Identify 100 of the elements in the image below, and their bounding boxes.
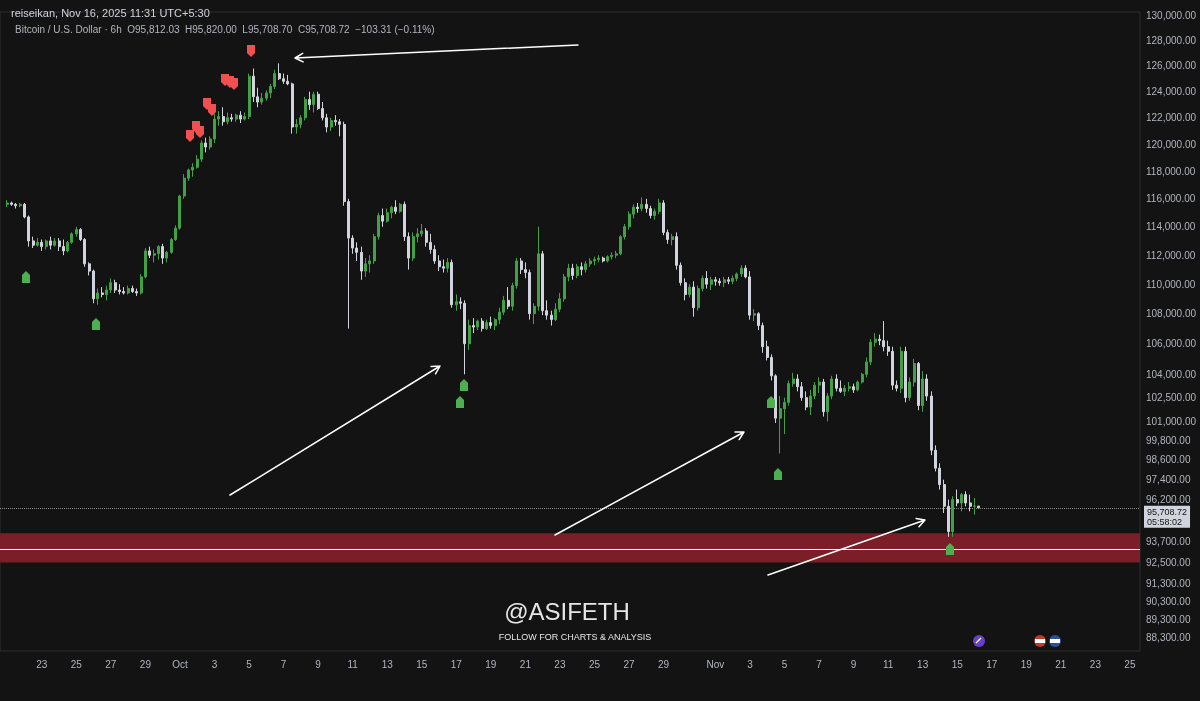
x-tick-label: 11 (347, 658, 359, 670)
candlestick (964, 490, 967, 507)
y-tick-label: 93,700.00 (1146, 536, 1191, 548)
y-tick-label: 122,000.00 (1146, 112, 1197, 124)
candlestick (161, 243, 164, 265)
candlestick (278, 62, 281, 81)
candlestick (481, 317, 484, 333)
x-tick-label: 17 (986, 658, 998, 670)
chart-title: reiseikan, Nov 16, 2025 11:31 UTC+5:30 (11, 6, 210, 19)
x-tick-label: Oct (172, 658, 188, 670)
candlestick (118, 283, 121, 295)
annotation: FOLLOW FOR CHARTS & ANALYSIS (498, 632, 652, 642)
candlestick (852, 383, 855, 394)
candlestick (602, 256, 605, 263)
candlestick (127, 285, 130, 295)
y-tick-label: 92,500.00 (1146, 557, 1191, 569)
candlestick (692, 280, 695, 318)
x-tick-label: 27 (623, 658, 636, 670)
y-tick-label: 98,600.00 (1146, 454, 1191, 466)
candlestick (412, 231, 415, 262)
y-tick-label: 102,500.00 (1146, 392, 1197, 404)
x-tick-label: 7 (280, 658, 287, 670)
y-tick-label: 97,400.00 (1146, 474, 1191, 486)
y-tick-label: 89,300.00 (1146, 613, 1191, 625)
y-tick-label: 120,000.00 (1146, 138, 1197, 150)
candlestick (442, 259, 445, 274)
x-tick-label: 13 (917, 658, 929, 670)
y-tick-label: 110,000.00 (1146, 278, 1196, 290)
candlestick (165, 250, 168, 263)
candlestick (735, 272, 738, 282)
x-tick-label: 5 (781, 658, 788, 670)
candlestick (688, 283, 691, 298)
x-tick-label: 3 (211, 658, 218, 670)
candlestick (507, 286, 510, 310)
candlestick (805, 390, 808, 411)
candlestick (921, 370, 924, 413)
candlestick (191, 162, 194, 178)
candlestick (157, 244, 160, 261)
y-tick-label: 124,000.00 (1146, 86, 1197, 98)
candlestick (913, 358, 916, 388)
candlestick (723, 276, 726, 288)
candlestick (235, 113, 238, 123)
candlestick (856, 379, 859, 392)
candlestick (653, 208, 656, 221)
x-tick-label: 3 (747, 658, 754, 670)
x-tick-label: 5 (246, 658, 253, 670)
candlestick (671, 233, 674, 246)
candlestick (636, 202, 639, 214)
candlestick (900, 346, 903, 394)
x-tick-label: 23 (554, 658, 566, 670)
candlestick (330, 117, 333, 132)
candlestick (584, 260, 587, 274)
candlestick (917, 361, 920, 411)
candlestick (951, 495, 954, 538)
candlestick (420, 223, 423, 238)
candlestick (14, 202, 17, 210)
candlestick (338, 118, 341, 137)
candlestick (390, 205, 393, 219)
candlestick (248, 73, 251, 120)
candlestick (394, 199, 397, 215)
candlestick (239, 110, 242, 124)
candlestick (714, 276, 717, 287)
candlestick (49, 236, 52, 250)
candlestick (731, 274, 734, 285)
candlestick (925, 373, 928, 402)
candlestick (243, 112, 246, 121)
y-tick-label: 108,000.00 (1146, 308, 1197, 320)
y-tick-label: 88,300.00 (1146, 631, 1191, 643)
candlestick (368, 254, 371, 274)
x-tick-label: 21 (1055, 658, 1067, 670)
candlestick (904, 346, 907, 403)
candlestick (476, 319, 479, 331)
y-tick-label: 114,000.00 (1146, 221, 1196, 233)
y-tick-label: 104,000.00 (1146, 368, 1197, 380)
x-tick-label: 23 (36, 658, 48, 670)
y-tick-label: 99,800.00 (1146, 435, 1191, 447)
candlestick (438, 254, 441, 272)
candlestick (489, 316, 492, 330)
x-tick-label: 29 (658, 658, 670, 670)
candlestick (222, 106, 225, 127)
candlestick (843, 384, 846, 397)
candlestick (520, 257, 523, 275)
candlestick (399, 202, 402, 214)
ref-line-label: 95,708.72 (1147, 506, 1188, 517)
x-tick-label: 25 (588, 658, 601, 670)
candlestick (148, 246, 151, 259)
candlestick (446, 257, 449, 274)
candlestick (640, 196, 643, 212)
candlestick (19, 202, 22, 208)
y-tick-label: 96,200.00 (1146, 494, 1191, 506)
candlestick (792, 372, 795, 388)
x-tick-label: 29 (139, 658, 152, 670)
x-tick-label: 15 (416, 658, 428, 670)
x-tick-label: 17 (450, 658, 463, 670)
candlestick (718, 277, 721, 287)
candlestick (908, 376, 911, 402)
candlestick (101, 286, 104, 298)
x-tick-label: 25 (1124, 658, 1136, 670)
candlestick (550, 310, 553, 327)
candlestick (364, 257, 367, 278)
